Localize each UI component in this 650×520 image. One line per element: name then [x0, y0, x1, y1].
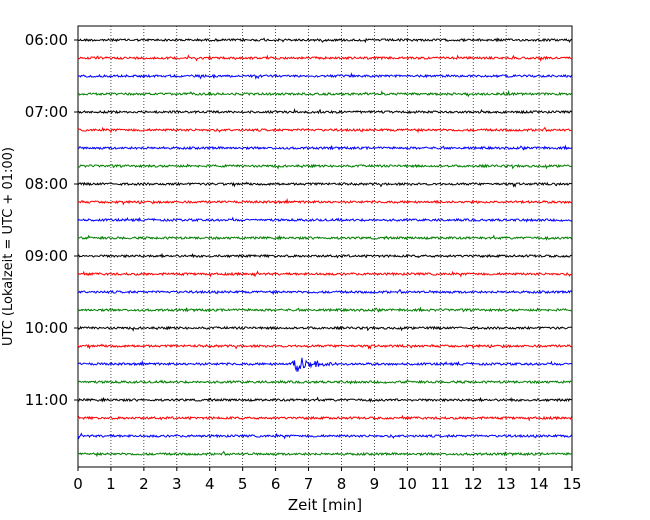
trace-0730 [77, 144, 573, 151]
trace-0930 [77, 288, 573, 296]
plot-area [77, 25, 573, 468]
trace-0615 [77, 54, 573, 63]
x-tick-label: 0 [73, 475, 83, 493]
trace-1130 [77, 432, 573, 440]
trace-1000 [77, 325, 573, 332]
trace-0815 [77, 197, 573, 206]
trace-0830 [77, 216, 573, 223]
x-tick-label: 4 [205, 475, 215, 493]
trace-1145 [77, 450, 573, 458]
y-axis-label: UTC (Lokalzeit = UTC + 01:00) [1, 147, 16, 346]
y-axis: 06:00 07:00 08:00 09:00 10:00 11:00 [25, 31, 78, 409]
trace-group [77, 37, 573, 458]
x-tick-label: 8 [337, 475, 347, 493]
x-tick-label: 12 [464, 475, 483, 493]
trace-1015 [77, 343, 573, 350]
trace-0645 [77, 89, 573, 98]
x-tick-label: 13 [497, 475, 516, 493]
trace-0900 [77, 252, 573, 259]
x-tick-label: 7 [304, 475, 314, 493]
x-tick-label: 1 [106, 475, 116, 493]
trace-1100 [77, 396, 573, 403]
x-tick-label: 15 [562, 475, 581, 493]
x-tick-label: 3 [172, 475, 182, 493]
x-tick-label: 2 [139, 475, 149, 493]
y-tick-label: 09:00 [25, 247, 68, 265]
x-axis-label: Zeit [min] [288, 496, 362, 514]
x-grid [110, 26, 540, 467]
trace-0915 [77, 270, 573, 278]
x-tick-label: 9 [370, 475, 380, 493]
trace-0945 [77, 306, 573, 313]
y-tick-label: 08:00 [25, 175, 68, 193]
trace-0700 [77, 108, 573, 115]
x-tick-label: 5 [238, 475, 248, 493]
y-tick-label: 06:00 [25, 31, 68, 49]
y-tick-label: 11:00 [25, 391, 68, 409]
trace-0845 [77, 234, 573, 241]
trace-0745 [77, 163, 573, 170]
x-tick-label: 14 [530, 475, 549, 493]
trace-1030 [77, 357, 573, 373]
y-tick-label: 10:00 [25, 319, 68, 337]
trace-0715 [77, 126, 573, 134]
x-tick-label: 11 [431, 475, 450, 493]
trace-0600 [77, 37, 573, 44]
trace-0800 [77, 181, 573, 188]
x-axis: 0 1 2 3 4 5 6 7 8 9 10 11 12 13 14 15 [73, 467, 582, 493]
trace-1045 [77, 378, 573, 385]
x-tick-label: 6 [271, 475, 281, 493]
trace-0630 [77, 72, 573, 80]
trace-1115 [77, 414, 573, 422]
y-tick-label: 07:00 [25, 103, 68, 121]
x-tick-label: 10 [398, 475, 417, 493]
